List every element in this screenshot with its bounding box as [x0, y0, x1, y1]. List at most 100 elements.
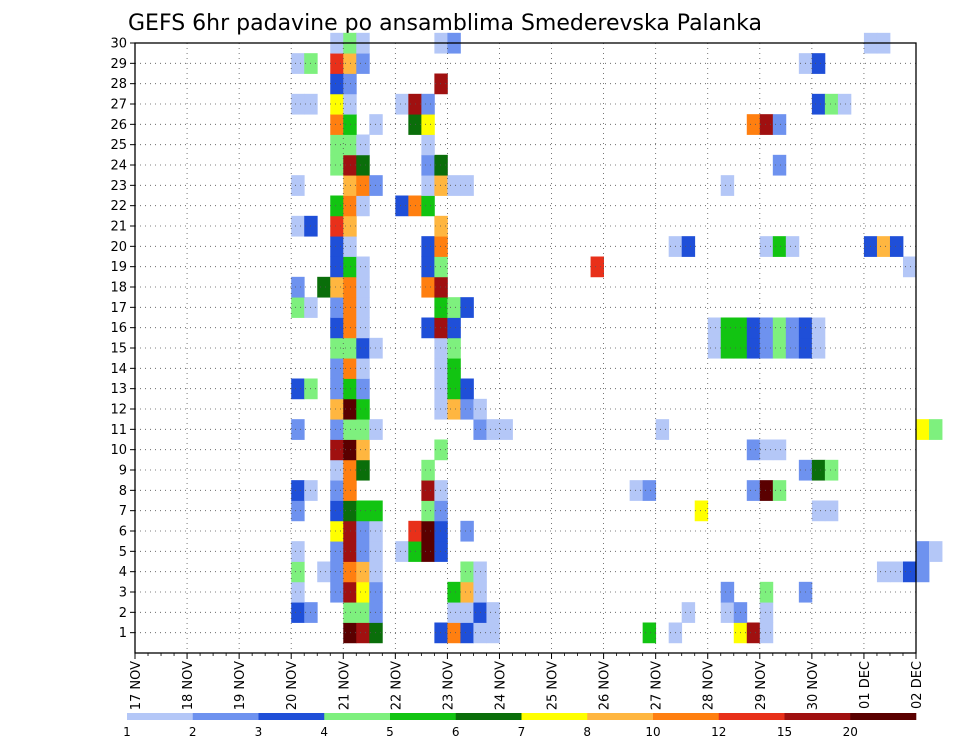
heatmap-cell: [369, 337, 383, 359]
heatmap-cell: [759, 114, 774, 135]
heatmap-cell: [343, 215, 357, 237]
heatmap-cell: [460, 622, 474, 644]
heatmap-cell: [447, 297, 461, 318]
heatmap-cell: [330, 317, 344, 339]
grid-lines: [135, 43, 916, 653]
heatmap-cell: [330, 73, 344, 95]
y-tick-label: 16: [110, 321, 127, 336]
heatmap-cell: [395, 93, 409, 115]
legend-swatch: [521, 713, 588, 720]
legend-label: 3: [255, 725, 263, 739]
heatmap-cell: [343, 93, 357, 115]
x-tick-label: 25 NOV: [546, 661, 561, 710]
heatmap-cell: [421, 276, 435, 298]
heatmap-cell: [707, 337, 722, 359]
heatmap-cell: [916, 561, 930, 583]
heatmap-cell: [811, 53, 826, 74]
heatmap-cell: [421, 541, 435, 562]
heatmap-cell: [746, 114, 761, 135]
heatmap-cell: [291, 215, 305, 237]
heatmap-cell: [421, 256, 435, 278]
heatmap-cell: [421, 459, 435, 481]
heatmap-cell: [421, 93, 435, 115]
heatmap-cell: [837, 93, 852, 115]
legend-label: 20: [843, 725, 858, 739]
heatmap-cell: [876, 236, 891, 257]
heatmap-cells: [291, 32, 943, 644]
heatmap-cell: [889, 561, 904, 583]
heatmap-cell: [356, 195, 370, 217]
heatmap-cell: [434, 175, 448, 196]
legend-swatch: [324, 713, 391, 720]
x-tick-label: 22 NOV: [389, 661, 404, 710]
heatmap-cell: [759, 581, 774, 603]
heatmap-cell: [343, 398, 357, 420]
heatmap-cell: [343, 317, 357, 339]
heatmap-cell: [343, 337, 357, 359]
heatmap-cell: [330, 236, 344, 257]
heatmap-cell: [330, 154, 344, 176]
heatmap-cell: [434, 520, 448, 542]
heatmap-cell: [356, 358, 370, 379]
legend-swatch: [127, 713, 194, 720]
heatmap-cell: [291, 500, 305, 522]
x-tick-label: 24 NOV: [493, 661, 508, 710]
heatmap-cell: [434, 297, 448, 318]
heatmap-cell: [759, 622, 774, 644]
heatmap-cell: [434, 337, 448, 359]
heatmap-cell: [356, 276, 370, 298]
heatmap-cell: [824, 93, 839, 115]
y-tick-label: 23: [110, 179, 127, 194]
heatmap-cell: [330, 419, 344, 440]
heatmap-cell: [421, 500, 435, 522]
y-tick-label: 18: [110, 281, 127, 296]
heatmap-cell: [330, 358, 344, 379]
y-tick-label: 24: [110, 159, 127, 174]
chart-title: GEFS 6hr padavine po ansamblima Smederev…: [128, 11, 762, 36]
y-tick-label: 19: [110, 260, 127, 275]
heatmap-cell: [772, 154, 787, 176]
heatmap-cell: [369, 561, 383, 583]
legend-label: 12: [711, 725, 726, 739]
y-tick-label: 6: [119, 525, 127, 540]
heatmap-cell: [447, 622, 461, 644]
heatmap-cell: [317, 276, 331, 298]
heatmap-cell: [421, 175, 435, 196]
heatmap-cell: [291, 93, 305, 115]
heatmap-cell: [434, 541, 448, 562]
heatmap-cell: [369, 581, 383, 603]
heatmap-cell: [343, 195, 357, 217]
heatmap-cell: [746, 439, 761, 461]
heatmap-cell: [330, 439, 344, 461]
heatmap-cell: [369, 500, 383, 522]
heatmap-cell: [824, 459, 839, 481]
legend-label: 7: [518, 725, 526, 739]
x-tick-label: 18 NOV: [181, 661, 196, 710]
heatmap-cell: [434, 378, 448, 400]
heatmap-cell: [460, 398, 474, 420]
heatmap-cell: [889, 236, 904, 257]
x-tick-label: 17 NOV: [129, 661, 144, 710]
heatmap-cell: [486, 602, 500, 623]
heatmap-cell: [356, 154, 370, 176]
heatmap-cell: [330, 500, 344, 522]
heatmap-cell: [785, 236, 800, 257]
heatmap-cell: [460, 581, 474, 603]
heatmap-cell: [421, 134, 435, 156]
heatmap-cell: [343, 480, 357, 501]
y-tick-label: 10: [110, 443, 127, 458]
y-tick-label: 5: [119, 545, 127, 560]
heatmap-cell: [291, 53, 305, 74]
heatmap-cell: [434, 439, 448, 461]
heatmap-cell: [330, 398, 344, 420]
x-tick-label: 23 NOV: [441, 661, 456, 710]
heatmap-cell: [772, 337, 787, 359]
heatmap-cell: [343, 439, 357, 461]
y-tick-label: 11: [110, 423, 127, 438]
x-axis: 17 NOV 18 NOV 19 NOV 20 NOV 21 NOV 22 NOV 23 N…: [129, 653, 925, 710]
heatmap-cell: [434, 236, 448, 257]
heatmap-cell: [876, 561, 891, 583]
y-tick-label: 13: [110, 382, 127, 397]
heatmap-cell: [395, 541, 409, 562]
